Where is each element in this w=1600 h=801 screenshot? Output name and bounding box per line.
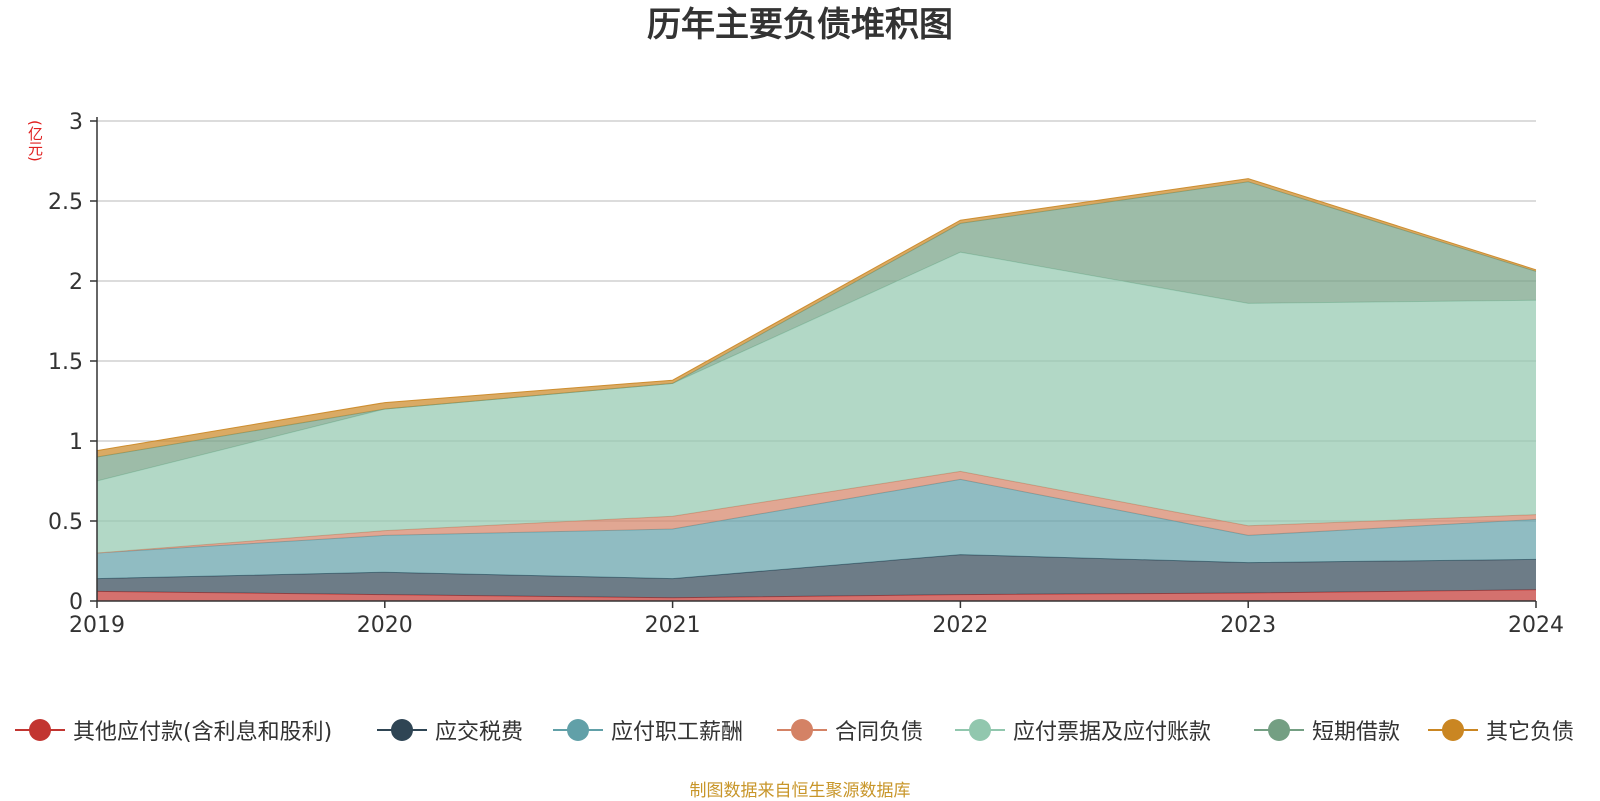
y-tick-label: 2.5 <box>48 190 83 215</box>
area-series-0 <box>97 589 1536 601</box>
legend-marker-icon <box>553 712 603 748</box>
series-areas <box>96 178 1537 601</box>
y-tick-label: 2 <box>69 270 83 295</box>
legend-item-3[interactable]: 合同负债 <box>777 712 923 748</box>
area-series-3 <box>97 471 1536 553</box>
legend-marker-icon <box>1254 712 1304 748</box>
x-tick-label: 2020 <box>357 613 413 638</box>
legend-item-5[interactable]: 短期借款 <box>1254 712 1400 748</box>
y-tick-label: 1.5 <box>48 350 83 375</box>
legend-marker-icon <box>1428 712 1478 748</box>
area-series-6 <box>97 178 1536 457</box>
y-axis-unit-label: (亿元) <box>26 120 44 162</box>
legend-label: 短期借款 <box>1312 720 1401 745</box>
y-tick-label: 0 <box>69 590 83 615</box>
x-tick-label: 2023 <box>1220 613 1276 638</box>
legend-marker-icon <box>955 712 1005 748</box>
area-series-line-6 <box>96 178 1537 452</box>
legend-label: 其他应付款(含利息和股利) <box>73 720 333 745</box>
x-tick-label: 2019 <box>69 613 125 638</box>
tick-labels: 0 0.5 1 1.5 2 2.5 3 2019 2020 2021 2022 2023 2024 <box>48 110 1564 638</box>
y-tick-label: 0.5 <box>48 510 83 535</box>
area-series-2 <box>97 479 1536 579</box>
y-tick-label: 3 <box>69 110 83 135</box>
area-series-1 <box>97 554 1536 598</box>
legend-item-6[interactable]: 其它负债 <box>1428 712 1574 748</box>
legend-marker-icon <box>777 712 827 748</box>
legend-item-1[interactable]: 应交税费 <box>377 712 523 748</box>
legend-item-4[interactable]: 应付票据及应付账款 <box>955 712 1211 748</box>
y-tick-label: 1 <box>69 430 83 455</box>
area-series-4 <box>97 252 1536 553</box>
x-tick-label: 2024 <box>1508 613 1564 638</box>
legend-item-2[interactable]: 应付职工薪酬 <box>553 712 743 748</box>
legend-label: 应付职工薪酬 <box>611 720 744 745</box>
legend: 其他应付款(含利息和股利) 应交税费 应付职工薪酬 合同负债 应付票据及应付账款 短期借款… <box>0 712 1600 748</box>
legend-label: 应付票据及应付账款 <box>1013 720 1212 745</box>
legend-label: 合同负债 <box>835 720 924 745</box>
source-note: 制图数据来自恒生聚源数据库 <box>689 781 911 801</box>
x-tick-label: 2022 <box>932 613 988 638</box>
legend-marker-icon <box>377 712 427 748</box>
legend-label: 应交税费 <box>435 720 524 745</box>
chart-title: 历年主要负债堆积图 <box>647 5 953 45</box>
legend-label: 其它负债 <box>1486 720 1575 745</box>
legend-item-0[interactable]: 其他应付款(含利息和股利) <box>15 712 332 748</box>
axes <box>90 117 1537 608</box>
area-series-5 <box>97 181 1536 482</box>
x-tick-label: 2021 <box>645 613 701 638</box>
legend-marker-icon <box>15 712 65 748</box>
